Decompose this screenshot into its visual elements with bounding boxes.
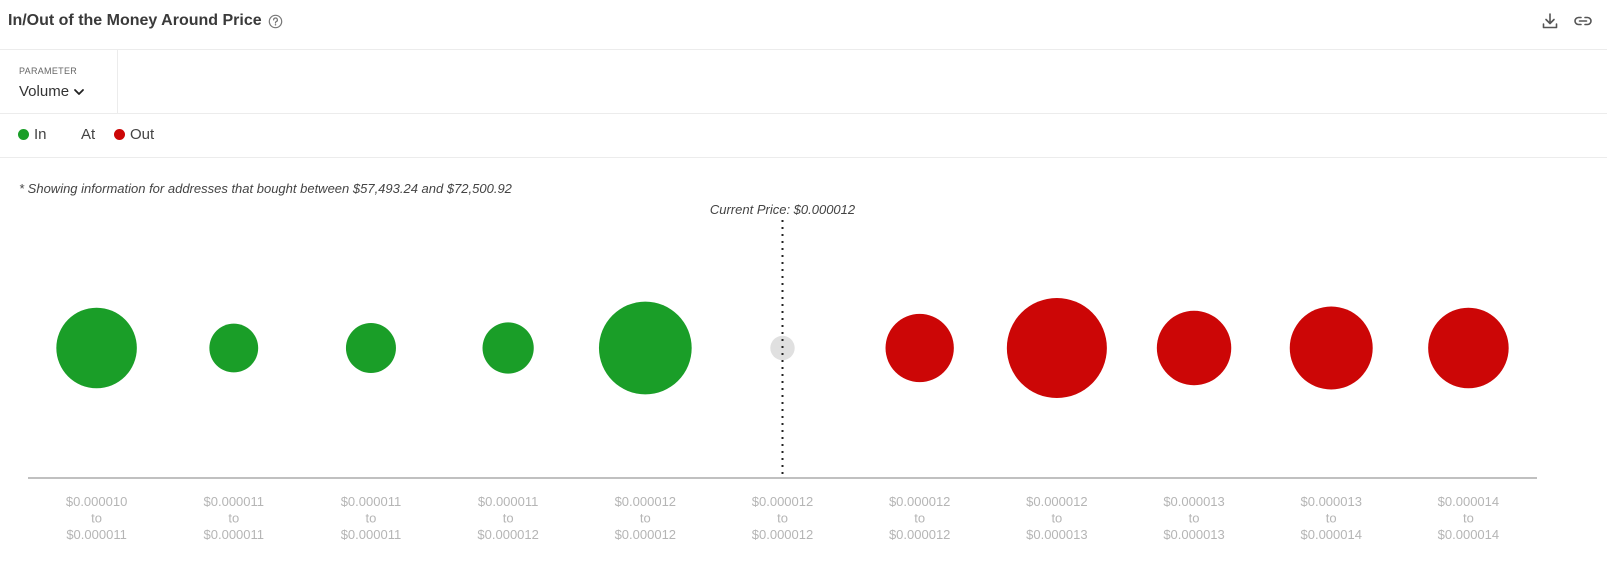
x-tick-label-line: $0.000012 [615, 494, 676, 509]
x-tick-label-line: $0.000010 [66, 494, 127, 509]
x-tick-label-line: to [366, 511, 377, 526]
bubble-in[interactable] [598, 301, 692, 395]
x-tick-label-line: to [777, 511, 788, 526]
x-tick-label-line: $0.000013 [1301, 494, 1362, 509]
bubble-in[interactable] [209, 323, 259, 373]
x-tick-label-line: to [91, 511, 102, 526]
current-price-label: Current Price: $0.000012 [710, 202, 856, 217]
x-tick-label: $0.000014 to $0.000014 [1438, 494, 1499, 542]
bubble-in[interactable] [56, 307, 137, 389]
legend: In At Out [0, 114, 1607, 158]
x-tick-label: $0.000013 to $0.000014 [1301, 494, 1362, 542]
x-tick-label: $0.000010 to $0.000011 [66, 494, 127, 542]
x-tick-label: $0.000012 to $0.000012 [889, 494, 950, 542]
x-tick-label-line: $0.000012 [889, 494, 950, 509]
x-tick-label: $0.000011 to $0.000011 [204, 494, 265, 542]
tick-labels-layer: $0.000010 to $0.000011$0.000011 to $0.000011… [66, 494, 1499, 542]
x-tick-label-line: $0.000012 [752, 527, 813, 542]
x-tick-label-line: $0.000011 [66, 527, 127, 542]
x-tick-label-line: to [1463, 511, 1474, 526]
x-tick-label-line: to [1326, 511, 1337, 526]
question-circle-icon[interactable] [268, 14, 283, 29]
bubble-out[interactable] [1289, 306, 1373, 390]
x-tick-label: $0.000012 to $0.000012 [752, 494, 813, 542]
x-tick-label: $0.000011 to $0.000011 [341, 494, 402, 542]
link-icon[interactable] [1573, 12, 1593, 30]
bubbles-layer [56, 297, 1509, 399]
info-note: * Showing information for addresses that… [19, 181, 512, 196]
x-tick-label-line: $0.000013 [1163, 494, 1224, 509]
chart-header: In/Out of the Money Around Price [0, 0, 1607, 50]
parameter-value: Volume [19, 83, 70, 100]
legend-dot-in-icon [18, 129, 29, 140]
x-tick-label-line: $0.000013 [1163, 527, 1224, 542]
bubble-chart: $0.000010 to $0.000011$0.000011 to $0.000011… [28, 202, 1537, 542]
x-tick-label: $0.000011 to $0.000012 [477, 494, 538, 542]
x-tick-label: $0.000012 to $0.000013 [1026, 494, 1087, 542]
chevron-down-icon [74, 88, 84, 95]
legend-item-at[interactable]: At [81, 126, 95, 143]
x-tick-label-line: $0.000011 [204, 527, 265, 542]
bubble-out[interactable] [1156, 310, 1232, 386]
x-tick-label-line: $0.000012 [889, 527, 950, 542]
x-tick-label-line: to [640, 511, 651, 526]
x-tick-label-line: $0.000011 [204, 494, 265, 509]
x-tick-label-line: $0.000011 [478, 494, 539, 509]
bubble-in[interactable] [345, 322, 396, 374]
x-tick-label-line: $0.000012 [615, 527, 676, 542]
download-icon[interactable] [1541, 12, 1559, 30]
x-tick-label-line: to [1051, 511, 1062, 526]
legend-item-out[interactable]: Out [114, 126, 154, 143]
bubble-in[interactable] [482, 322, 534, 374]
chart-title-row: In/Out of the Money Around Price [8, 12, 283, 30]
x-tick-label-line: $0.000012 [1026, 494, 1087, 509]
x-tick-label-line: to [1189, 511, 1200, 526]
x-tick-label-line: $0.000012 [752, 494, 813, 509]
x-tick-label-line: $0.000011 [341, 494, 402, 509]
x-tick-label-line: $0.000014 [1438, 527, 1499, 542]
legend-label-out: Out [130, 126, 155, 143]
x-tick-label-line: $0.000013 [1026, 527, 1087, 542]
parameter-panel: PARAMETER Volume [0, 50, 118, 113]
x-tick-label: $0.000013 to $0.000013 [1163, 494, 1224, 542]
bubble-out[interactable] [1428, 307, 1509, 389]
x-tick-label-line: to [503, 511, 514, 526]
divider [0, 113, 1607, 114]
x-tick-label-line: $0.000014 [1301, 527, 1362, 542]
chart-title: In/Out of the Money Around Price [8, 12, 262, 29]
x-tick-label: $0.000012 to $0.000012 [615, 494, 676, 542]
parameter-select[interactable]: Volume [19, 83, 85, 100]
x-tick-label-line: to [914, 511, 925, 526]
legend-item-in[interactable]: In [18, 126, 47, 143]
legend-dot-out-icon [114, 129, 125, 140]
bubble-out[interactable] [885, 313, 954, 383]
x-tick-label-line: $0.000012 [477, 527, 538, 542]
legend-label-at: At [81, 126, 96, 143]
x-tick-label-line: to [228, 511, 239, 526]
x-tick-label-line: $0.000014 [1438, 494, 1499, 509]
bubble-out[interactable] [1006, 297, 1107, 399]
x-tick-label-line: $0.000011 [341, 527, 402, 542]
legend-label-in: In [34, 126, 47, 143]
parameter-label: PARAMETER [19, 66, 78, 76]
